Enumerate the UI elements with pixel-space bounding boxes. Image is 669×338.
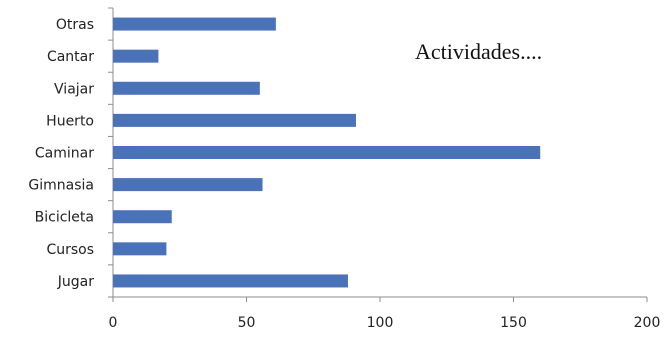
bar-viajar xyxy=(113,81,260,95)
bar-gimnasia xyxy=(113,178,263,192)
category-label-jugar: Jugar xyxy=(57,274,94,290)
category-label-otras: Otras xyxy=(56,17,94,33)
bar-huerto xyxy=(113,113,356,127)
chart-title: Actividades.... xyxy=(415,39,542,64)
x-tick-labels: 0 50 100 150 200 xyxy=(109,315,661,331)
category-label-cantar: Cantar xyxy=(47,49,94,65)
category-label-bicicleta: Bicicleta xyxy=(35,210,94,226)
category-label-caminar: Caminar xyxy=(35,146,94,162)
bar-otras xyxy=(113,17,276,31)
bar-group xyxy=(113,17,541,288)
bar-bicicleta xyxy=(113,210,172,224)
x-tick-label: 200 xyxy=(634,315,661,331)
x-tick-label: 100 xyxy=(367,315,394,331)
category-labels: Jugar Cursos Bicicleta Gimnasia Caminar Huert… xyxy=(28,17,94,290)
bar-cursos xyxy=(113,242,167,256)
category-label-viajar: Viajar xyxy=(54,81,94,97)
category-label-gimnasia: Gimnasia xyxy=(28,178,94,194)
x-tick-label: 0 xyxy=(109,315,118,331)
bar-jugar xyxy=(113,274,348,288)
bar-caminar xyxy=(113,146,541,159)
x-tick-label: 150 xyxy=(500,315,527,331)
category-label-cursos: Cursos xyxy=(46,242,94,258)
x-tick-label: 50 xyxy=(238,315,256,331)
bar-cantar xyxy=(113,49,159,63)
category-label-huerto: Huerto xyxy=(46,113,94,129)
